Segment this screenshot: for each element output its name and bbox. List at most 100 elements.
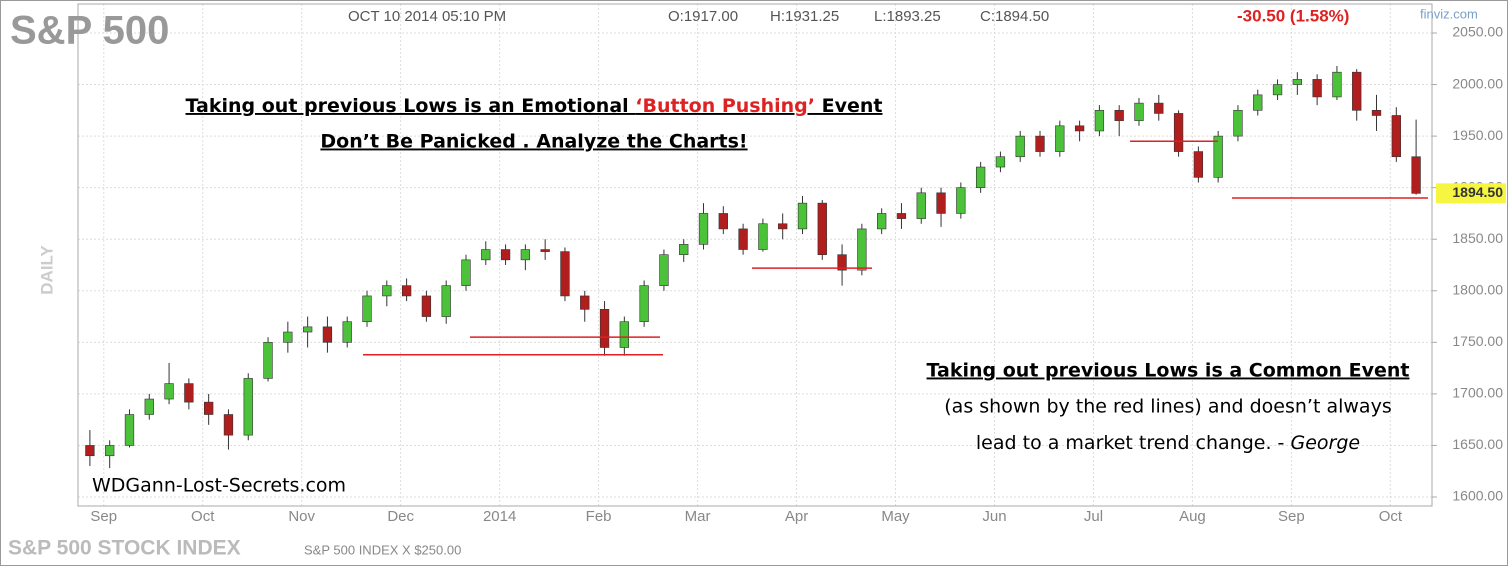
y-tick-label: 2050.00 [1452,24,1503,40]
candle-body [1154,102,1164,114]
annotation-text: Taking out previous Lows is an Emotional [186,95,636,117]
candle-body [1233,110,1243,137]
y-tick-label: 1700.00 [1452,385,1503,401]
candle-body [679,244,689,255]
candle-body [124,414,135,446]
x-tick-label: Oct [191,508,215,525]
footer-sub: S&P 500 INDEX X $250.00 [304,542,461,557]
candle-body [738,228,748,250]
timestamp: OCT 10 2014 05:10 PM [348,8,506,25]
x-tick-label: Oct [1379,508,1403,525]
candle-body [580,295,590,310]
ohlc-high: H:1931.25 [770,8,839,25]
candle-body [1332,71,1342,98]
x-tick-label: Jun [982,508,1006,525]
candle-body [975,166,986,188]
x-tick-label: Jul [1084,508,1103,525]
candle-body [1312,79,1322,98]
candle-body [1292,79,1302,85]
candle-body [797,202,808,230]
annotation-bottom-2: (as shown by the red lines) and doesn’t … [944,396,1391,418]
annotation-text: lead to a market trend change. - [976,432,1291,454]
x-tick-label: Aug [1179,508,1206,525]
y-tick-label: 1750.00 [1452,333,1503,349]
candle-body [184,383,194,403]
watermark: WDGann-Lost-Secrets.com [92,475,346,497]
candle-body [1213,135,1223,178]
candle-body [500,249,511,261]
candle-body [382,285,392,297]
candle-body [896,213,907,219]
candle-body [758,223,768,250]
change: -30.50 (1.58%) [1237,6,1349,25]
x-tick-label: Nov [288,508,315,525]
annotation-bottom-1: Taking out previous Lows is a Common Eve… [927,360,1410,382]
last-price-label: 1894.50 [1452,184,1503,200]
candle-body [263,342,273,379]
footer: S&P 500 STOCK INDEX [8,537,241,560]
y-tick-label: 2000.00 [1452,75,1503,91]
candle-body [560,251,570,297]
annotation-bottom-3: lead to a market trend change. - George [976,432,1360,454]
x-tick-label: 2014 [483,508,516,525]
y-tick-label: 1950.00 [1452,127,1503,143]
last-price-box [1436,183,1506,204]
candle-body [1411,156,1421,194]
candle-body [1134,102,1144,121]
x-tick-label: Sep [1278,508,1305,525]
candle-body [1094,110,1105,132]
ohlc-low: L:1893.25 [874,8,941,25]
x-tick-label: Apr [785,508,808,525]
candle-body [1035,135,1045,152]
candle-body [659,254,669,286]
y-tick-label: 1650.00 [1452,436,1503,452]
candle-body [481,249,491,261]
candle-body [995,156,1006,168]
y-tick-label: 1850.00 [1452,230,1503,246]
y-tick-label: 1800.00 [1452,281,1503,297]
candle-body [302,326,313,333]
y-tick-label: 1600.00 [1452,488,1503,504]
candle-body [204,401,214,415]
candle-body [718,213,728,230]
candle-body [322,326,333,343]
candle-body [619,321,629,348]
candle-body [540,249,550,252]
candle-body [1371,110,1382,116]
candle-body [243,378,253,436]
candle-body [1055,125,1065,152]
candle-body [362,295,372,323]
candle-body [1391,115,1401,158]
candle-body [698,213,709,245]
annotation-top-2: Don’t Be Panicked . Analyze the Charts! [320,131,747,153]
annotation-text: Event [815,95,882,117]
candle-body [1074,125,1085,132]
candle-body [857,228,867,271]
candle-body [283,331,293,343]
candle-body [916,192,926,219]
candle-body [85,445,95,457]
candle-body [639,285,649,323]
candle-body [817,202,827,255]
candle-body [164,383,174,400]
candle-body [936,192,946,214]
candle-body [837,254,847,271]
candle-body [1015,135,1025,158]
period: DAILY [37,245,56,295]
annotation-highlight: ‘Button Pushing’ [635,95,815,117]
plot-area [77,3,1433,507]
candle-body [401,285,412,297]
candle-body [441,285,451,317]
x-tick-label: Feb [586,508,612,525]
candle-body [461,259,471,286]
candle-body [956,187,966,214]
ohlc-close: C:1894.50 [980,8,1049,25]
candle-body [1193,151,1204,178]
annotation-top-1: Taking out previous Lows is an Emotional… [186,95,883,117]
candle-body [421,295,432,317]
annotation-author: George [1290,432,1360,454]
x-tick-label: Sep [90,508,117,525]
x-tick-label: Mar [685,508,711,525]
candle-body [223,414,234,436]
